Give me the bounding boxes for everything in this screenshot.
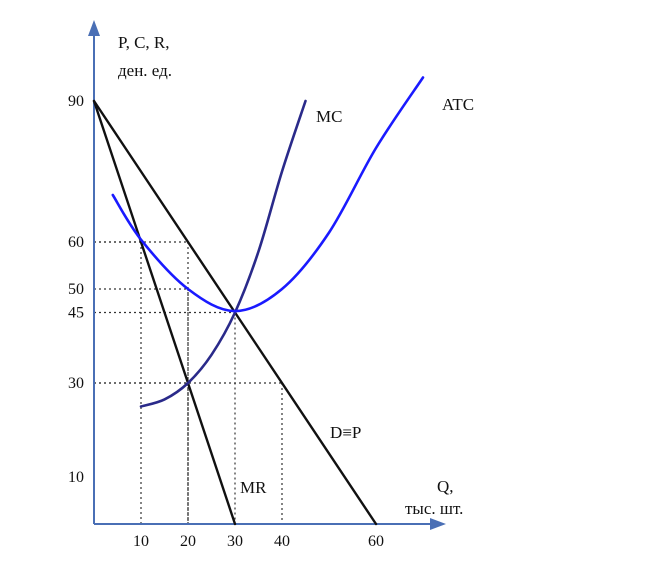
x-tick-label: 30	[227, 533, 243, 550]
x-tick-label: 60	[368, 533, 384, 550]
x-tick-label: 10	[133, 533, 149, 550]
x-tick-label: 20	[180, 533, 196, 550]
series-label-atc: ATC	[442, 95, 474, 114]
x-axis-label-line1: Q,	[437, 477, 454, 496]
x-tick-label: 40	[274, 533, 290, 550]
x-axis-label-line2: тыс. шт.	[405, 499, 463, 518]
y-tick-label: 60	[68, 234, 84, 251]
y-tick-label: 45	[68, 305, 84, 322]
mr-line	[92, 99, 237, 526]
y-axis-label-line1: P, C, R,	[118, 33, 170, 52]
axes	[88, 20, 446, 530]
x-axis-arrow-icon	[430, 518, 446, 530]
series-label-demand: D≡P	[330, 423, 361, 442]
curves	[92, 76, 425, 526]
y-tick-label: 30	[68, 375, 84, 392]
y-tick-label: 90	[68, 93, 84, 110]
ticks: 10 20 30 40 60 90 60 50 45 30 10	[68, 93, 384, 550]
series-label-mc: MC	[316, 107, 342, 126]
mc-curve	[139, 99, 307, 408]
y-axis-label-line2: ден. ед.	[118, 61, 172, 80]
atc-curve	[111, 76, 425, 313]
y-tick-label: 10	[68, 469, 84, 486]
series-label-mr: MR	[240, 478, 267, 497]
y-axis-arrow-icon	[88, 20, 100, 36]
y-tick-label: 50	[68, 281, 84, 298]
